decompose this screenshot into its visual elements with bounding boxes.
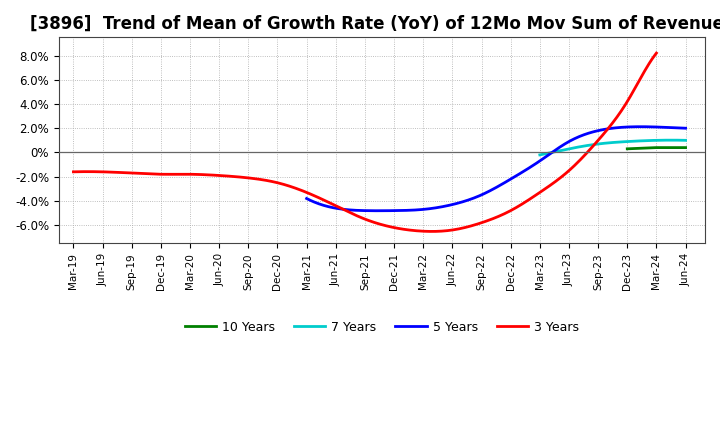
5 Years: [579, 132, 588, 138]
3 Years: [139, 171, 148, 176]
Line: 7 Years: 7 Years: [540, 140, 685, 155]
7 Years: [544, 150, 553, 156]
Title: [3896]  Trend of Mean of Growth Rate (YoY) of 12Mo Mov Sum of Revenues: [3896] Trend of Mean of Growth Rate (YoY…: [30, 15, 720, 33]
7 Years: [536, 152, 544, 158]
10 Years: [623, 146, 631, 151]
10 Years: [654, 145, 662, 150]
10 Years: [681, 145, 690, 150]
7 Years: [681, 138, 690, 143]
3 Years: [427, 229, 436, 234]
Line: 3 Years: 3 Years: [73, 53, 657, 231]
5 Years: [681, 125, 690, 131]
3 Years: [69, 169, 78, 175]
Line: 10 Years: 10 Years: [627, 147, 685, 149]
5 Years: [302, 196, 311, 201]
5 Years: [454, 201, 462, 206]
7 Years: [562, 147, 571, 152]
3 Years: [652, 51, 661, 56]
5 Years: [541, 154, 550, 159]
7 Years: [541, 151, 550, 156]
5 Years: [374, 208, 382, 213]
10 Years: [636, 146, 645, 151]
10 Years: [679, 145, 688, 150]
5 Years: [427, 206, 436, 211]
Legend: 10 Years, 7 Years, 5 Years, 3 Years: 10 Years, 7 Years, 5 Years, 3 Years: [180, 315, 584, 338]
10 Years: [652, 145, 661, 150]
5 Years: [636, 124, 645, 129]
7 Years: [575, 144, 583, 150]
7 Years: [670, 138, 678, 143]
3 Years: [495, 214, 503, 219]
10 Years: [658, 145, 667, 150]
3 Years: [491, 215, 500, 220]
10 Years: [634, 146, 643, 151]
5 Years: [577, 133, 585, 139]
3 Years: [259, 177, 268, 183]
3 Years: [300, 189, 309, 194]
3 Years: [437, 228, 446, 234]
7 Years: [667, 138, 676, 143]
Line: 5 Years: 5 Years: [307, 127, 685, 211]
5 Years: [348, 207, 356, 213]
7 Years: [675, 138, 683, 143]
10 Years: [677, 145, 685, 150]
